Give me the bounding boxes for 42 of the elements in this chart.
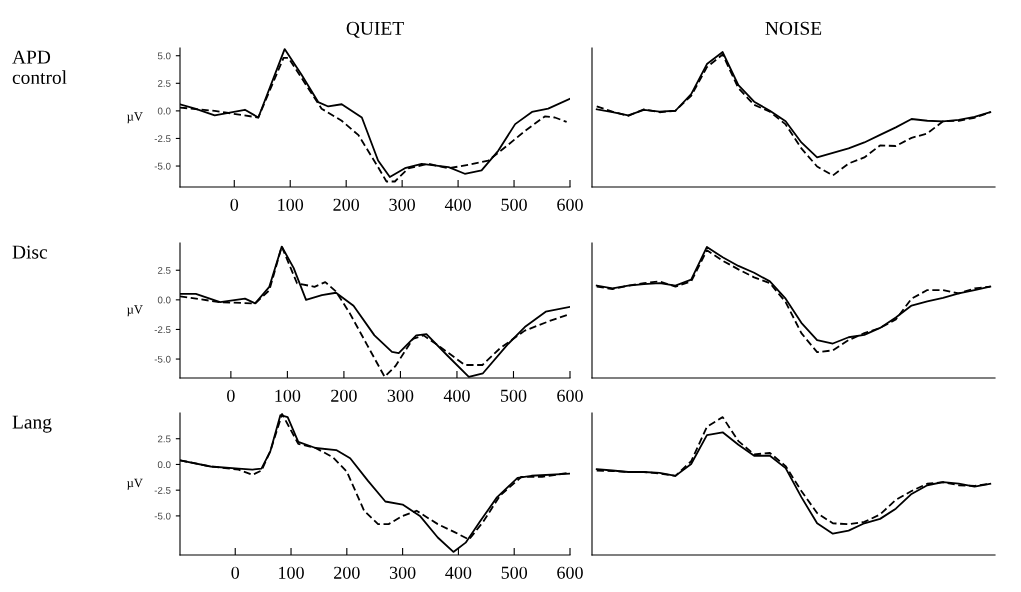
y-axis-title: µV	[127, 478, 143, 490]
y-tick-label: -2.5	[154, 326, 171, 334]
x-tick-label: 100	[278, 198, 304, 211]
y-tick-label: 5.0	[157, 52, 171, 60]
x-tick-label: 300	[389, 198, 415, 211]
x-tick-label: 0	[227, 389, 235, 402]
x-tick-label: 0	[230, 198, 239, 211]
x-tick-label: 400	[445, 566, 472, 579]
x-tick-label: 400	[444, 198, 471, 211]
x-tick-label: 100	[279, 566, 304, 579]
x-tick-label: 500	[501, 198, 527, 211]
y-tick-label: 2.5	[157, 266, 171, 274]
x-tick-label: 500	[501, 566, 528, 579]
y-tick-label: -2.5	[154, 486, 171, 494]
x-tick-label: 500	[500, 389, 527, 402]
x-tick-label: 600	[557, 198, 583, 211]
y-tick-label: 2.5	[157, 80, 171, 87]
text: Disc	[12, 245, 48, 259]
y-tick-label: 0.0	[157, 461, 171, 469]
x-tick-label: 0	[231, 566, 240, 579]
text: Lang	[12, 415, 52, 433]
text: APD control	[12, 50, 67, 85]
x-tick-label: 300	[387, 389, 414, 402]
x-tick-label: 200	[333, 198, 360, 211]
y-tick-label: -5.0	[154, 355, 171, 363]
y-axis-title: µV	[127, 305, 143, 317]
chart-title: QUIET	[346, 21, 404, 38]
y-tick-label: -5.0	[154, 512, 171, 520]
x-tick-label: 300	[389, 566, 416, 579]
y-tick-label: 2.5	[157, 435, 171, 443]
x-tick-label: 600	[557, 389, 583, 402]
x-tick-label: 600	[557, 566, 583, 579]
y-axis-title: µV	[127, 112, 143, 124]
y-tick-label: -2.5	[154, 135, 171, 143]
chart-title: NOISE	[765, 21, 822, 35]
x-tick-label: 100	[275, 389, 301, 402]
x-tick-label: 200	[331, 389, 357, 402]
x-tick-label: 400	[443, 389, 470, 402]
y-tick-label: 0.0	[157, 296, 171, 304]
y-tick-label: -5.0	[154, 162, 171, 170]
y-tick-label: 0.0	[157, 107, 171, 115]
x-tick-label: 200	[334, 566, 360, 579]
